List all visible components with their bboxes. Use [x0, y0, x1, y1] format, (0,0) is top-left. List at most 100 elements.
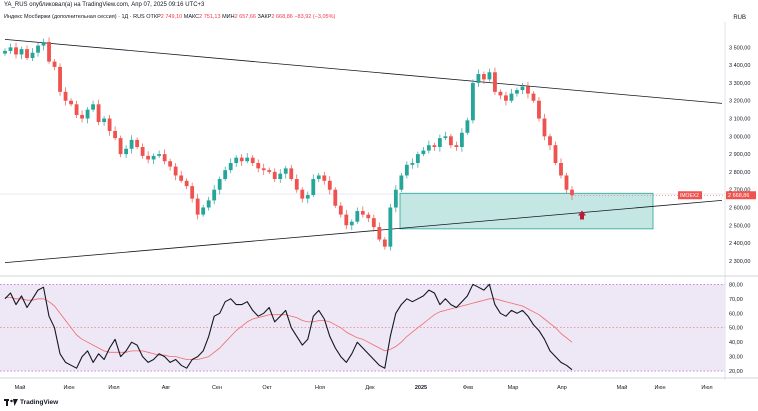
candle-body — [355, 211, 360, 222]
candle-body — [102, 118, 106, 123]
candle-body — [559, 163, 563, 176]
candle-body — [212, 189, 217, 201]
last-price-tag-bg — [678, 191, 702, 200]
candle-body — [421, 150, 426, 155]
candle-body — [217, 179, 222, 190]
price-tick-label: 3 500,00 — [729, 45, 750, 51]
candle-body — [443, 136, 448, 139]
candle-body — [223, 170, 228, 180]
candle-body — [515, 90, 519, 94]
low-label: МИН — [222, 14, 235, 20]
candle-body — [448, 136, 453, 146]
candle-body — [537, 100, 541, 119]
price-tick-label: 2 600,00 — [729, 206, 750, 212]
candle-body — [140, 147, 145, 156]
up-arrow-icon — [578, 210, 586, 220]
candle-body — [454, 145, 459, 147]
oscillator-tick-label: 40,00 — [729, 340, 743, 346]
candle-body — [47, 42, 51, 62]
candle-body — [382, 239, 387, 247]
candle-body — [542, 118, 547, 137]
time-tick-label: Фев — [463, 385, 473, 391]
high-value: 2 751,13 — [199, 14, 221, 20]
candle-body — [520, 86, 525, 91]
candle-body — [3, 50, 7, 54]
price-tick-label: 3 300,00 — [729, 81, 750, 87]
candle-body — [58, 66, 62, 92]
oscillator-signal-line — [5, 296, 573, 360]
candle-body — [289, 168, 294, 180]
candle-body — [69, 100, 73, 105]
candle-body — [157, 154, 162, 156]
price-tick-label: 2 400,00 — [729, 241, 750, 247]
candle-body — [14, 47, 18, 55]
candle-body — [311, 179, 316, 196]
candle-body — [239, 157, 244, 162]
candle-body — [162, 154, 167, 162]
candle-body — [305, 195, 310, 199]
candle-body — [327, 180, 332, 190]
price-tick-label: 3 400,00 — [729, 63, 750, 69]
candle-body — [388, 207, 393, 247]
last-price-tag: IMOEX2 — [680, 193, 699, 199]
candle-body — [228, 163, 233, 171]
candle-body — [509, 93, 514, 101]
candle-body — [564, 175, 569, 190]
candle-body — [36, 45, 40, 53]
candle-body — [184, 180, 189, 187]
candle-body — [190, 186, 195, 199]
candle-body — [261, 168, 266, 171]
candle-body — [91, 104, 95, 110]
candle-body — [437, 138, 442, 147]
candle-body — [245, 157, 250, 162]
candle-body — [300, 189, 305, 199]
time-tick-label: Сен — [212, 385, 222, 391]
candle-body — [333, 189, 338, 206]
price-tick-label: 2 800,00 — [729, 170, 750, 176]
candle-body — [283, 168, 288, 174]
candle-body — [476, 74, 481, 83]
candle-body — [553, 145, 558, 164]
candle-body — [63, 91, 68, 101]
candle-body — [482, 74, 486, 80]
candle-body — [113, 130, 118, 139]
time-tick-label: Окт — [262, 385, 272, 391]
candle-body — [399, 175, 404, 190]
candle-body — [278, 173, 283, 180]
price-tick-label: 2 300,00 — [729, 259, 750, 265]
close-value: 2 668,86 −83,92 (−3,05%) — [271, 14, 336, 20]
candle-body — [338, 205, 343, 215]
candle-body — [118, 138, 123, 155]
price-tick-label: 3 000,00 — [729, 134, 750, 140]
candle-body — [366, 214, 371, 219]
tradingview-logo-icon — [4, 399, 18, 406]
candle-body — [25, 49, 29, 59]
oscillator-line — [4, 283, 573, 371]
candle-body — [151, 155, 156, 160]
candle-body — [548, 136, 552, 146]
footer-brand-text: TradingView — [20, 399, 59, 407]
low-value: 2 657,66 — [234, 14, 256, 20]
candle-body — [179, 175, 184, 181]
candle-body — [85, 109, 90, 119]
symbol-name[interactable]: Индекс Мосбиржи (дополнительная сессия) … — [4, 14, 145, 20]
time-tick-label: Мар — [508, 385, 519, 391]
candle-body — [8, 47, 13, 51]
candle-body — [173, 166, 178, 176]
candle-body — [250, 157, 255, 164]
currency-label[interactable]: RUB — [733, 15, 746, 21]
candle-body — [294, 179, 299, 190]
price-tick-label: 3 200,00 — [729, 99, 750, 105]
candle-body — [322, 175, 327, 181]
candle-body — [493, 72, 497, 92]
candle-body — [201, 207, 206, 215]
time-tick-label: Июл — [701, 385, 712, 391]
candle-body — [129, 139, 134, 149]
oscillator-tick-label: 50,00 — [729, 326, 743, 332]
candle-body — [415, 154, 420, 164]
candle-body — [19, 49, 24, 55]
open-value: 2 749,10 — [160, 14, 183, 20]
candle-body — [74, 104, 79, 115]
time-tick-label: Июн — [654, 385, 665, 391]
